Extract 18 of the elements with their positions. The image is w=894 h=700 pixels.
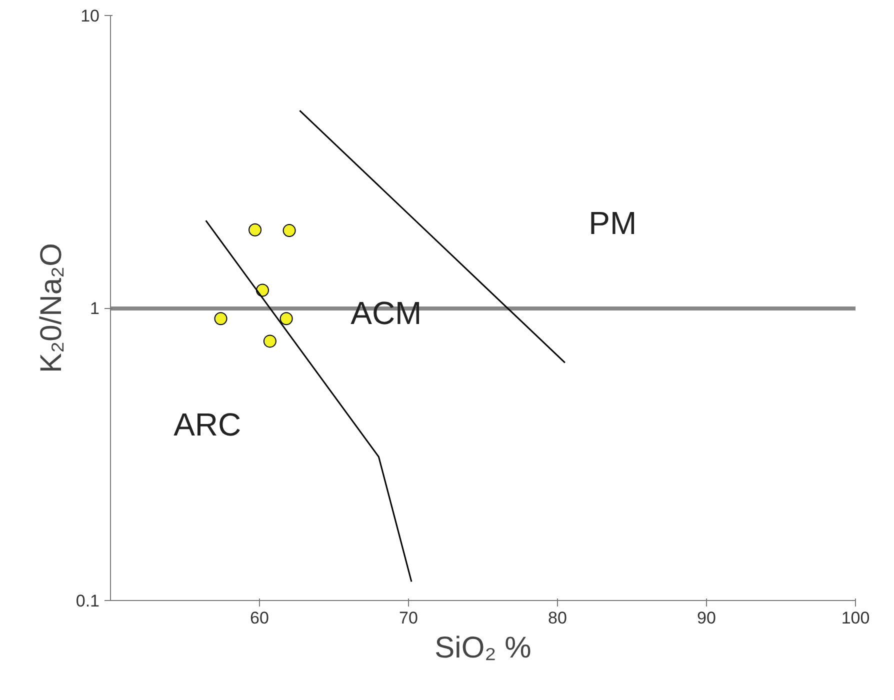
y-tick-label: 10	[80, 6, 100, 26]
x-tick-label: 90	[697, 608, 716, 628]
point	[280, 312, 293, 326]
y-tick-label: 0.1	[76, 592, 100, 610]
point	[248, 223, 262, 236]
x-tick-label: 70	[399, 608, 418, 628]
x-axis-title: SiO₂ %	[434, 632, 532, 664]
x-tick-label: 60	[250, 608, 269, 628]
x-tick-label: 80	[548, 608, 567, 628]
y-axis-title: K₂0/Na₂O	[34, 242, 68, 373]
annotation: PM	[588, 205, 637, 242]
point	[214, 312, 228, 326]
annotation: ACM	[350, 295, 422, 332]
point	[263, 334, 276, 348]
x-tick-label: 100	[841, 608, 870, 628]
annotation: ARC	[174, 406, 242, 442]
y-tick-label: 1	[90, 299, 100, 318]
point	[282, 224, 296, 238]
